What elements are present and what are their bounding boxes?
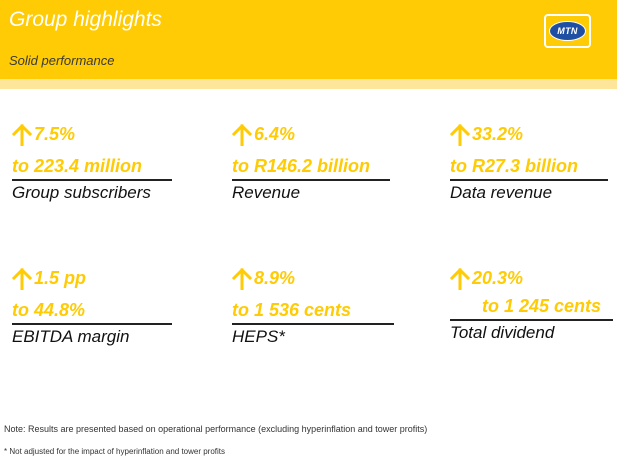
metric-change: 20.3% (450, 268, 523, 290)
metric-divider (450, 319, 613, 321)
header-underline-band (0, 79, 617, 89)
metric-label: Data revenue (450, 183, 553, 202)
page-subtitle: Solid performance (9, 53, 115, 68)
metric-divider (232, 179, 390, 181)
metric-heps: 8.9% to 1 536 cents HEPS* (232, 268, 402, 348)
metric-label: Revenue (232, 183, 301, 202)
arrow-up-icon (450, 268, 470, 290)
metric-ebitda-margin: 1.5 pp to 44.8% EBITDA margin (12, 268, 192, 348)
metric-label: EBITDA margin (12, 327, 130, 346)
header-banner: Group highlights Solid performance MTN (0, 0, 617, 79)
arrow-up-icon (450, 124, 470, 146)
metric-value: to R27.3 billion (450, 156, 579, 176)
metric-value: to R146.2 billion (232, 156, 371, 176)
metric-change: 1.5 pp (12, 268, 86, 290)
metric-change-value: 7.5% (34, 124, 76, 144)
metric-change: 8.9% (232, 268, 295, 290)
metric-value: to 223.4 million (12, 156, 143, 176)
metric-label: Total dividend (450, 323, 555, 342)
arrow-up-icon (232, 124, 252, 146)
results-note: Note: Results are presented based on ope… (4, 424, 428, 434)
metric-value: to 44.8% (12, 300, 86, 320)
metric-change: 33.2% (450, 124, 523, 146)
arrow-up-icon (12, 124, 32, 146)
metric-label: HEPS* (232, 327, 285, 346)
metric-value: to 1 245 cents (482, 296, 602, 316)
logo-text: MTN (557, 26, 578, 36)
metric-change-value: 6.4% (254, 124, 296, 144)
metric-change-value: 1.5 pp (34, 268, 87, 288)
arrow-up-icon (232, 268, 252, 290)
metric-change: 6.4% (232, 124, 295, 146)
metric-divider (232, 323, 394, 325)
metric-group-subscribers: 7.5% to 223.4 million Group subscribers (12, 124, 192, 204)
metric-total-dividend: 20.3% to 1 245 cents Total dividend (450, 268, 615, 348)
metric-revenue: 6.4% to R146.2 billion Revenue (232, 124, 402, 204)
metric-change-value: 8.9% (254, 268, 296, 288)
metric-divider (12, 323, 172, 325)
metric-change-value: 20.3% (472, 268, 524, 288)
footnote: * Not adjusted for the impact of hyperin… (4, 447, 226, 456)
metric-change: 7.5% (12, 124, 75, 146)
metric-data-revenue: 33.2% to R27.3 billion Data revenue (450, 124, 615, 204)
logo-ellipse: MTN (549, 21, 586, 41)
page-title: Group highlights (9, 8, 162, 31)
metric-label: Group subscribers (12, 183, 151, 202)
metric-divider (450, 179, 608, 181)
metric-change-value: 33.2% (472, 124, 524, 144)
metric-divider (12, 179, 172, 181)
arrow-up-icon (12, 268, 32, 290)
metric-value: to 1 536 cents (232, 300, 352, 320)
mtn-logo: MTN (544, 14, 591, 48)
